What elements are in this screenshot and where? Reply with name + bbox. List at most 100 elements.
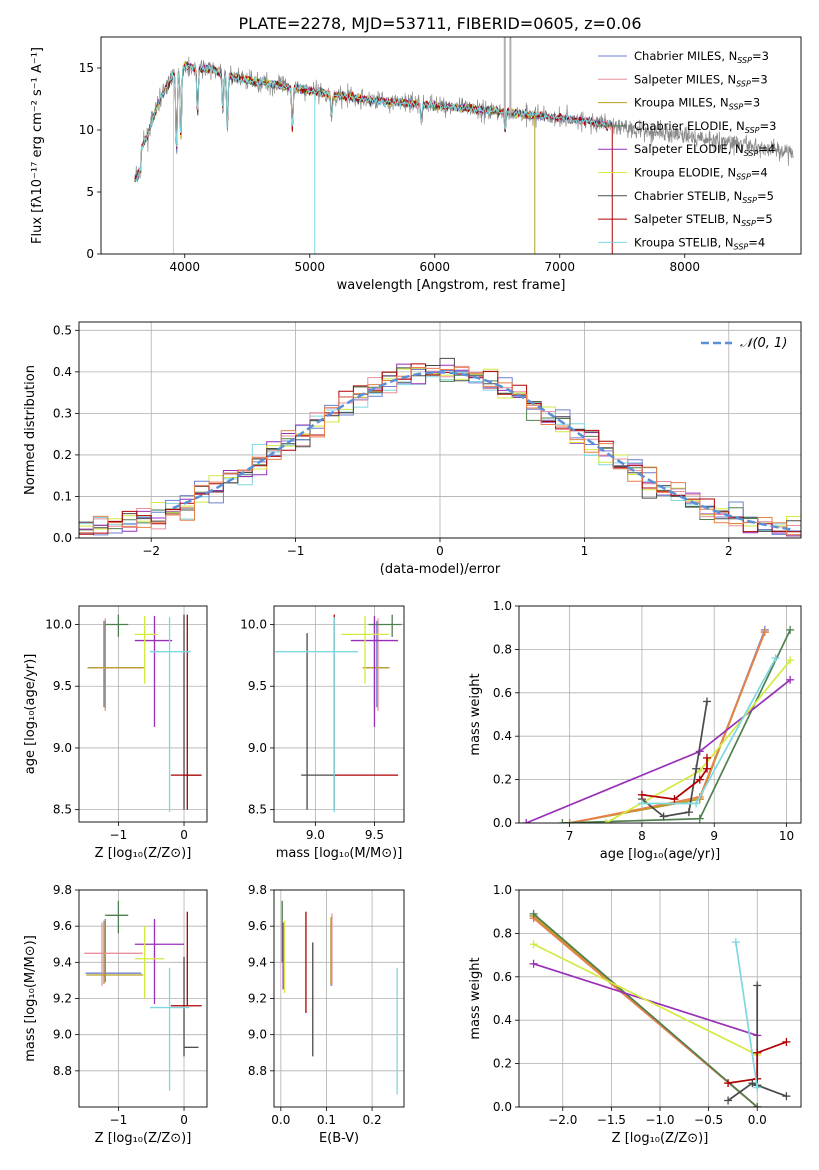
y-tick-label: 0.5 [53,323,72,337]
y-tick-label: 0.0 [53,531,72,545]
y-axis-label: Flux [fλ10⁻¹⁷ erg cm⁻² s⁻¹ A⁻¹] [30,47,45,244]
legend-entry-value: =3 [751,72,768,86]
model-spectrum-line [134,62,535,181]
legend-entry-name: Chabrier STELIB [634,189,726,203]
weight_vs_age-lines [522,625,795,823]
mass_vs_Z-ticks: −1 0 8.8 9.0 9.2 9.4 9.6 9.8 [53,883,188,1127]
weight-series-line [727,1041,787,1084]
x-tick-label: 0.2 [363,1113,382,1127]
legend-entry-name: Kroupa ELODIE [634,166,720,180]
weight-series-marker [692,799,701,808]
y-tick-label: 10.0 [240,618,267,632]
errorbar-point [88,620,144,709]
weight-series-marker [703,753,711,762]
spectrum-panel: 4000 5000 6000 7000 8000 0 5 10 15 wavelength [An… [30,36,802,293]
age_vs_Z-ticks: −1 0 8.5 9.0 9.5 10.0 [45,618,188,842]
legend-entry-N: , N [720,166,736,180]
x-axis-label: Z [log₁₀(Z/Z⊙)] [95,1131,192,1146]
legend-entry-subscript: SSP [744,149,759,158]
axes-frame [273,605,405,823]
x-tick-label: 5000 [294,260,325,274]
weight-series-marker [529,940,538,949]
x-tick-label: 0 [180,1113,188,1127]
weight-series-marker [637,790,646,799]
y-tick-label: 8.5 [53,803,72,817]
gaussian-legend-label: 𝒩(0, 1) [740,336,787,351]
legend-entry-N: , N [721,49,737,63]
y-tick-label: 0 [86,247,94,261]
x-tick-label: 7000 [544,260,575,274]
legend-entry-name: Kroupa STELIB [634,235,718,249]
x-tick-label: −1.0 [645,1113,674,1127]
weight-series-marker [565,819,574,823]
weight-vs-metallicity-panel: −2.0 −1.5 −1.0 −0.5 0.0 0.0 0.2 0.4 0.6 0.8 1.0 Z [… [468,883,802,1146]
age-vs-metallicity-panel: −1 0 8.5 9.0 9.5 10.0 Z [log₁₀(Z/Z⊙)] age [log₁… [23,605,208,861]
legend-entry-value: =4 [748,235,765,249]
y-tick-label: 9.8 [53,883,72,897]
x-tick-label: 9.0 [306,828,325,842]
errorbar-point [350,615,399,727]
x-tick-label: −2.0 [548,1113,577,1127]
errorbar-point [134,918,185,1004]
x-axis-label: mass [log₁₀(M/M⊙)] [276,846,403,861]
errorbar-point [134,615,158,684]
y-tick-label: 10.0 [45,618,72,632]
y-tick-label: 9.4 [248,955,267,969]
weight-series-line [727,985,787,1102]
errorbar-point [134,926,165,999]
mass_vs_EBV-grid [274,889,404,1107]
legend-entry: Kroupa STELIB, NSSP=4 [634,235,765,251]
x-tick-label: −1.5 [597,1113,626,1127]
y-tick-label: 9.6 [53,919,72,933]
y-tick-label: 9.6 [248,919,267,933]
y-tick-label: 9.5 [248,679,267,693]
histogram-steps [79,357,801,537]
legend-entry: Kroupa MILES, NSSP=3 [634,96,760,112]
y-tick-label: 0.3 [53,406,72,420]
x-tick-label: 2 [725,544,733,558]
weight-series-marker [522,819,531,823]
weight_vs_age-grid [519,605,801,824]
weight_vs_Z-ticks: −2.0 −1.5 −1.0 −0.5 0.0 0.0 0.2 0.4 0.6 0.8 1.0 [493,883,767,1127]
errorbar-point [84,922,143,986]
y-tick-label: 0.1 [53,489,72,503]
x-axis-label: wavelength [Angstrom, rest frame] [337,278,566,293]
weight-series-marker [748,1079,757,1088]
weight-vs-age-panel: 7 8 9 10 0.0 0.2 0.4 0.6 0.8 1.0 age [log₁₀(age/yr… [468,599,802,862]
x-axis-label: age [log₁₀(age/yr)] [600,847,721,862]
y-tick-label: 0.0 [493,816,512,830]
legend-entry-N: , N [725,212,741,226]
weight-series-marker [724,1096,733,1105]
weight-series-marker [684,808,693,817]
y-tick-label: 0.8 [493,926,512,940]
legend-entry-N: , N [728,142,744,156]
axes-frame [78,889,208,1108]
y-tick-label: 0.4 [53,365,72,379]
legend-entry-name: Salpeter ELODIE [634,142,728,156]
histogram-step-line [79,366,801,536]
weight-series-marker [753,1083,762,1092]
errorbar-point [85,918,142,983]
axes-frame [78,321,802,539]
legend-entry: Kroupa ELODIE, NSSP=4 [634,166,768,182]
errorbar-point [105,614,129,637]
weight-series-marker [753,1074,762,1083]
weight-series-marker [771,654,780,663]
mass_vs_EBV-errorbars [281,900,398,1095]
weight-series-marker [703,697,711,706]
y-tick-label: 0.2 [53,448,72,462]
histogram-step-line [79,363,801,535]
weight_vs_age-ticks: 7 8 9 10 0.0 0.2 0.4 0.6 0.8 1.0 [493,599,794,843]
legend-entry-subscript: SSP [736,79,751,88]
legend-entry: Salpeter ELODIE, NSSP=4 [634,142,775,158]
x-tick-label: −1 [110,1113,128,1127]
weight-series-marker [782,1037,791,1046]
legend-entry-subscript: SSP [741,219,756,228]
weight-series-marker [695,814,704,823]
errorbar-point [88,618,145,711]
legend-entry-value: =3 [743,96,760,110]
weight-series-marker [703,764,711,773]
x-tick-label: 0.0 [271,1113,290,1127]
errorbar-point [183,614,201,810]
